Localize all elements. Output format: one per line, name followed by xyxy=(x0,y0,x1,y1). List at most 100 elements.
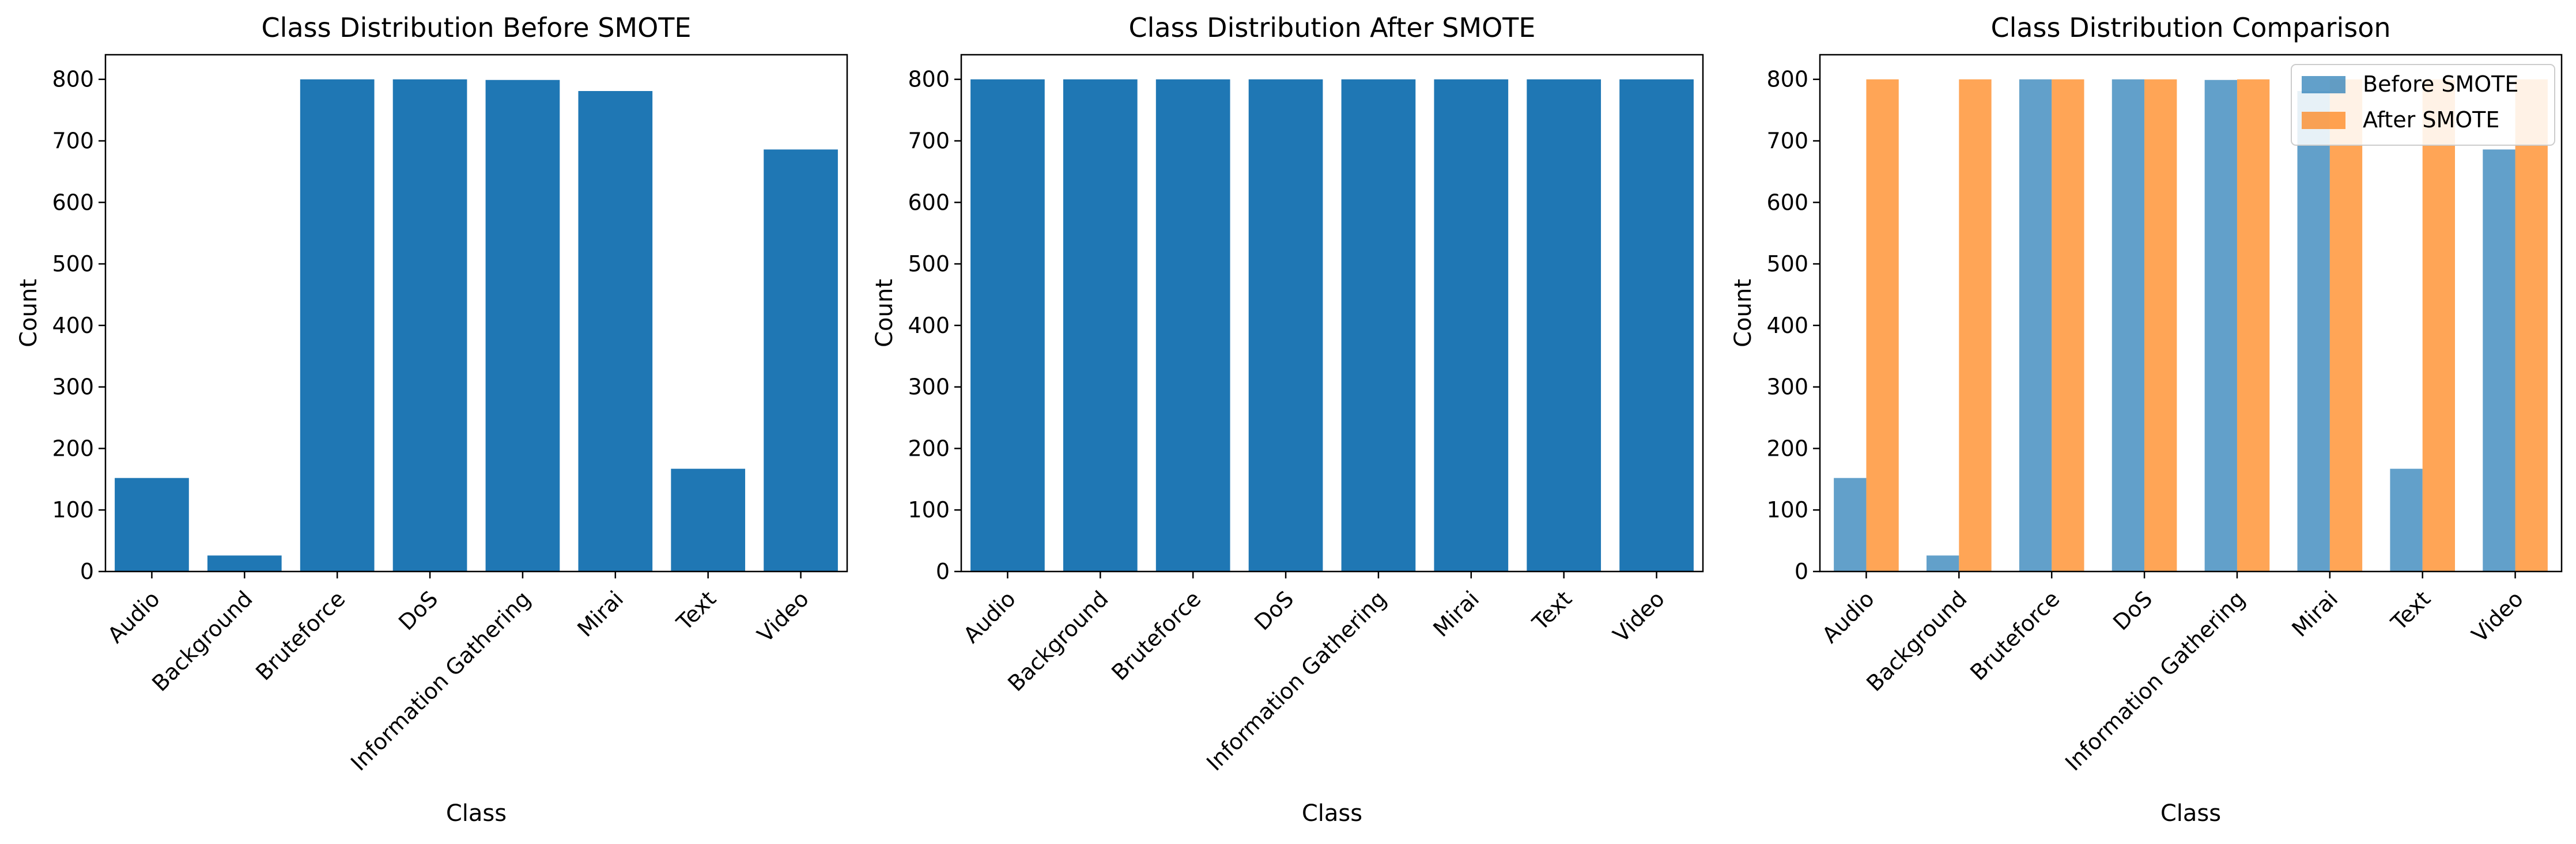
y-tick-label: 100 xyxy=(52,497,94,523)
bar-2 xyxy=(1155,79,1230,572)
legend-swatch-before xyxy=(2302,76,2345,93)
chart-panel-2: Class Distribution After SMOTE 0 100 200 300… xyxy=(871,12,1704,827)
bar-5 xyxy=(578,91,653,572)
x-tick-label: Information Gathering xyxy=(346,586,535,775)
x-tick-label: Mirai xyxy=(572,586,628,642)
chart-panel-3: Class Distribution Comparison 0 100 200 300 4… xyxy=(1730,12,2563,827)
bar-0 xyxy=(970,79,1045,572)
bar-after-0 xyxy=(1866,79,1899,572)
y-tick-label: 800 xyxy=(1766,67,1808,92)
legend-swatch-after xyxy=(2302,112,2345,129)
y-tick-label: 300 xyxy=(52,374,94,400)
y-tick-label: 0 xyxy=(1795,559,1808,584)
x-tick-label: DoS xyxy=(1249,586,1298,635)
x-tick-label: Video xyxy=(753,586,814,647)
bar-after-3 xyxy=(2144,79,2177,572)
x-tick-label: Audio xyxy=(1817,586,1879,648)
chart-title: Class Distribution Comparison xyxy=(1990,12,2390,43)
x-axis-label: Class xyxy=(446,800,507,827)
y-axis-label: Count xyxy=(871,279,898,347)
legend-label-after: After SMOTE xyxy=(2363,107,2499,133)
bar-after-6 xyxy=(2422,79,2455,572)
bar-before-2 xyxy=(2019,79,2052,572)
x-axis-label: Class xyxy=(2160,800,2221,827)
chart-title: Class Distribution Before SMOTE xyxy=(262,12,692,43)
x-tick-label: Bruteforce xyxy=(1106,586,1206,685)
y-tick-label: 200 xyxy=(1766,436,1808,461)
y-tick-label: 400 xyxy=(1766,313,1808,338)
x-axis-label: Class xyxy=(1302,800,1362,827)
chart-panel-1: Class Distribution Before SMOTE 0 100 200 30… xyxy=(16,12,848,827)
y-tick-label: 800 xyxy=(52,67,94,92)
x-tick-label: Video xyxy=(1608,586,1670,647)
plot-frame xyxy=(104,54,848,573)
y-tick-label: 600 xyxy=(52,190,94,215)
plot-frame xyxy=(1819,54,2563,573)
y-tick-label: 0 xyxy=(936,559,950,584)
bar-6 xyxy=(671,468,746,572)
bar-3 xyxy=(1248,79,1323,572)
x-tick-label: Audio xyxy=(958,586,1020,648)
y-axis-label: Count xyxy=(1730,279,1757,347)
bar-before-1 xyxy=(1927,555,1959,572)
bar-after-2 xyxy=(2052,79,2084,572)
bar-after-1 xyxy=(1959,79,1992,572)
y-tick-label: 100 xyxy=(1766,497,1808,523)
bar-after-4 xyxy=(2237,79,2270,572)
x-tick-label: Information Gathering xyxy=(1202,586,1391,775)
legend-box xyxy=(2291,64,2555,146)
y-tick-label: 400 xyxy=(52,313,94,338)
legend: Before SMOTE After SMOTE xyxy=(2291,64,2555,146)
x-tick-label: Bruteforce xyxy=(1965,586,2064,685)
bar-after-5 xyxy=(2329,79,2363,572)
chart-title: Class Distribution After SMOTE xyxy=(1129,12,1536,43)
x-tick-label: Background xyxy=(1003,586,1113,696)
y-tick-label: 300 xyxy=(908,374,950,400)
y-tick-label: 600 xyxy=(908,190,950,215)
bar-before-5 xyxy=(2297,91,2330,572)
bar-before-6 xyxy=(2390,468,2423,572)
x-tick-label: DoS xyxy=(394,586,443,635)
bar-4 xyxy=(485,80,560,572)
bar-1 xyxy=(1063,79,1138,572)
x-tick-label: Text xyxy=(2386,586,2435,635)
bar-1 xyxy=(207,555,282,572)
x-tick-label: Information Gathering xyxy=(2060,586,2250,775)
bar-4 xyxy=(1341,79,1416,572)
x-tick-label: Mirai xyxy=(1428,586,1484,642)
y-tick-label: 200 xyxy=(908,436,950,461)
x-tick-label: DoS xyxy=(2108,586,2157,635)
x-tick-label: Mirai xyxy=(2287,586,2343,642)
y-tick-label: 700 xyxy=(908,128,950,154)
bar-5 xyxy=(1434,79,1509,572)
bar-3 xyxy=(392,79,467,572)
y-tick-label: 800 xyxy=(908,67,950,92)
y-tick-label: 500 xyxy=(52,251,94,277)
x-tick-label: Background xyxy=(147,586,257,696)
y-tick-label: 700 xyxy=(1766,128,1808,154)
bar-before-7 xyxy=(2483,149,2515,572)
y-tick-label: 700 xyxy=(52,128,94,154)
y-tick-label: 500 xyxy=(1766,251,1808,277)
bar-after-7 xyxy=(2515,79,2548,572)
y-axis-label: Count xyxy=(16,279,42,347)
y-tick-label: 300 xyxy=(1766,374,1808,400)
x-tick-label: Bruteforce xyxy=(251,586,350,685)
bar-2 xyxy=(300,79,375,572)
y-tick-label: 0 xyxy=(80,559,94,584)
y-tick-label: 600 xyxy=(1766,190,1808,215)
legend-label-before: Before SMOTE xyxy=(2363,71,2518,97)
plot-frame xyxy=(960,54,1704,573)
bar-before-4 xyxy=(2204,80,2237,572)
bar-6 xyxy=(1527,79,1601,572)
y-tick-label: 400 xyxy=(908,313,950,338)
x-tick-label: Audio xyxy=(103,586,164,648)
bar-before-3 xyxy=(2112,79,2145,572)
bar-0 xyxy=(115,478,189,572)
x-tick-label: Text xyxy=(671,586,721,635)
bar-before-0 xyxy=(1834,478,1867,572)
bar-7 xyxy=(1619,79,1694,572)
y-tick-label: 200 xyxy=(52,436,94,461)
x-tick-label: Text xyxy=(1527,586,1577,635)
